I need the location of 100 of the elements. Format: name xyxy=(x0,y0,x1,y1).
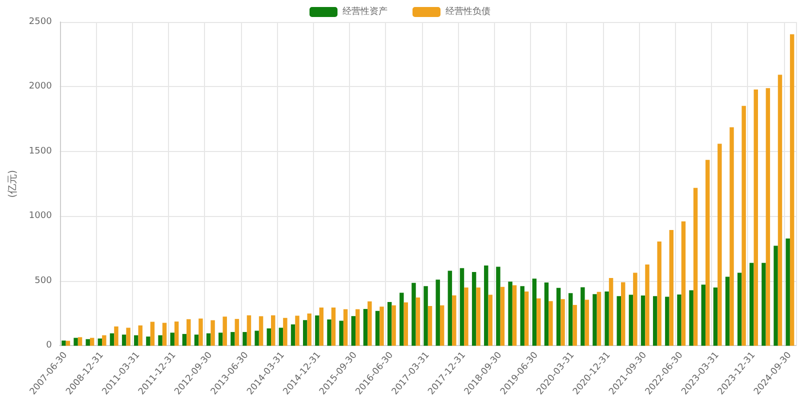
bar xyxy=(730,127,734,346)
bar xyxy=(351,316,356,346)
bar xyxy=(331,308,336,346)
bar xyxy=(669,230,674,346)
bar xyxy=(464,287,468,346)
bar xyxy=(363,308,368,346)
bar xyxy=(484,265,488,346)
bar xyxy=(633,272,638,346)
bar xyxy=(604,291,609,346)
bar xyxy=(476,287,480,346)
bar xyxy=(524,291,529,346)
bar xyxy=(146,336,150,346)
bar xyxy=(689,290,694,346)
y-tick-label: 1500 xyxy=(28,146,52,156)
bar xyxy=(222,316,227,346)
bar xyxy=(404,302,408,346)
bar xyxy=(725,276,730,346)
bar xyxy=(110,333,114,346)
bar xyxy=(295,316,300,346)
bar xyxy=(424,286,428,346)
bar xyxy=(532,278,537,346)
legend-label: 经营性负债 xyxy=(446,6,490,17)
bar xyxy=(162,322,167,346)
bar xyxy=(290,324,296,346)
bar xyxy=(592,294,597,346)
bar xyxy=(512,285,517,346)
bar xyxy=(242,332,247,346)
bar xyxy=(616,296,622,346)
bar xyxy=(74,338,78,346)
bar xyxy=(548,301,553,346)
bar xyxy=(138,325,142,346)
bar xyxy=(254,330,259,346)
bar xyxy=(742,106,746,346)
bar xyxy=(472,272,476,346)
bar xyxy=(737,272,742,346)
bar xyxy=(448,270,452,346)
bar xyxy=(122,334,126,346)
bar xyxy=(134,335,138,346)
y-tick-label: 0 xyxy=(46,340,52,351)
bar xyxy=(628,294,634,346)
bar xyxy=(681,221,686,346)
bar xyxy=(774,246,778,346)
bar xyxy=(271,315,276,346)
bar xyxy=(400,292,404,346)
bar xyxy=(126,328,130,346)
bar xyxy=(520,286,524,346)
bar xyxy=(657,241,662,346)
bar xyxy=(508,282,512,346)
bar xyxy=(307,314,312,346)
bar xyxy=(488,294,492,346)
bar xyxy=(621,282,626,346)
bar xyxy=(278,328,284,346)
legend-label: 经营性资产 xyxy=(342,6,388,17)
bar xyxy=(701,284,706,346)
bar xyxy=(368,301,372,346)
y-tick-label: 2500 xyxy=(28,17,52,27)
bar xyxy=(786,238,790,346)
bar xyxy=(790,34,794,346)
bar xyxy=(640,296,646,346)
y-tick-label: 1000 xyxy=(28,211,52,222)
bar xyxy=(718,144,722,346)
bar xyxy=(392,305,396,346)
bar xyxy=(652,296,658,346)
bar xyxy=(380,306,384,346)
bar xyxy=(536,298,541,346)
bar xyxy=(572,304,577,346)
bar xyxy=(230,332,235,346)
bar xyxy=(339,320,344,346)
bar xyxy=(645,264,650,346)
bar xyxy=(150,322,155,346)
bar xyxy=(436,280,440,346)
bar xyxy=(78,337,82,346)
bar xyxy=(428,306,432,346)
bar xyxy=(218,332,223,346)
bar xyxy=(584,300,590,346)
bar xyxy=(596,292,602,346)
bar xyxy=(412,282,416,346)
bar xyxy=(762,262,766,346)
bar xyxy=(234,318,240,346)
bar xyxy=(713,287,718,346)
bar xyxy=(266,328,272,346)
bar xyxy=(778,74,782,346)
bar xyxy=(754,89,758,346)
bar xyxy=(62,340,66,346)
bar xyxy=(705,160,710,346)
bar xyxy=(375,310,380,346)
bar xyxy=(98,338,102,346)
bar xyxy=(246,315,252,346)
bar xyxy=(90,338,94,346)
bar xyxy=(355,309,360,346)
bar xyxy=(440,305,444,346)
bar xyxy=(452,295,456,346)
bar xyxy=(387,302,392,346)
bar xyxy=(766,88,770,346)
bar xyxy=(665,296,670,346)
bar xyxy=(194,334,199,346)
bar xyxy=(750,262,754,346)
bar xyxy=(315,315,320,346)
bar xyxy=(580,287,585,346)
bar xyxy=(693,188,698,346)
